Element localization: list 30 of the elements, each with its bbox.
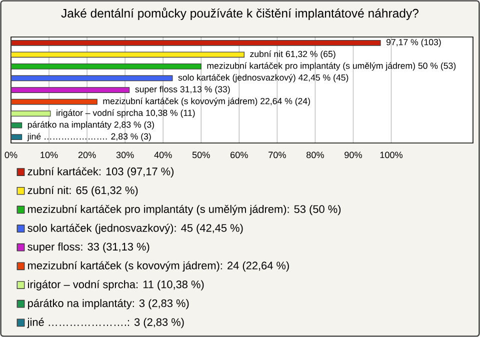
x-tick-label: 50%	[192, 152, 210, 158]
x-tick-label: 80%	[306, 152, 324, 158]
data-label: irigátor – vodní sprcha 10,38 % (11)	[56, 109, 195, 118]
legend-label: mezizubní kartáček (s kovovým jádrem): 24 (22,64 %)	[28, 261, 289, 272]
data-label: mezizubní kartáček pro implantáty (s umělým jádrem) 50 % (53)	[207, 62, 456, 71]
legend-label: zubní nit: 65 (61,32 %)	[28, 186, 138, 196]
legend-label: irigátor – vodní sprcha: 11 (10,38 %)	[28, 280, 204, 290]
data-label: mezizubní kartáček (s kovovým jádrem) 22,64 % (24)	[103, 98, 310, 106]
x-tick-label: 0%	[4, 152, 18, 158]
data-label: párátko na implantáty 2,83 % (3)	[28, 121, 154, 130]
data-label: zubní nit 61,32 % (65)	[250, 50, 336, 59]
legend-label: solo kartáček (jednosvazkový): 45 (42,45 %)	[28, 224, 243, 234]
chart-title: Jaké dentální pomůcky používáte k čištění implantátové náhrady?	[61, 8, 418, 20]
x-tick-label: 40%	[154, 152, 172, 158]
legend-label: super floss: 33 (31,13 %)	[28, 242, 150, 253]
data-label: super floss 31,13 % (33)	[135, 86, 230, 94]
legend-label: mezizubní kartáček pro implantáty (s umělým jádrem): 53 (50 %)	[28, 204, 341, 216]
x-tick-label: 20%	[78, 152, 96, 158]
x-tick-label: 70%	[268, 152, 286, 158]
legend-label: zubní kartáček: 103 (97,17 %)	[28, 167, 174, 178]
data-label: jiné …………………. 2,83 % (3)	[27, 132, 151, 142]
x-tick-label: 60%	[230, 152, 248, 158]
x-tick-label: 10%	[40, 152, 58, 158]
x-tick-label: 30%	[116, 152, 134, 158]
x-tick-label: 100%	[380, 152, 403, 158]
x-tick-label: 90%	[344, 152, 362, 158]
data-label: solo kartáček (jednosvazkový) 42,45 % (45)	[178, 74, 348, 82]
data-label: 97,17 % (103)	[386, 38, 441, 47]
legend-label: párátko na implantáty: 3 (2,83 %)	[28, 298, 189, 310]
legend-label: jiné ………………….: 3 (2,83 %)	[27, 318, 184, 328]
